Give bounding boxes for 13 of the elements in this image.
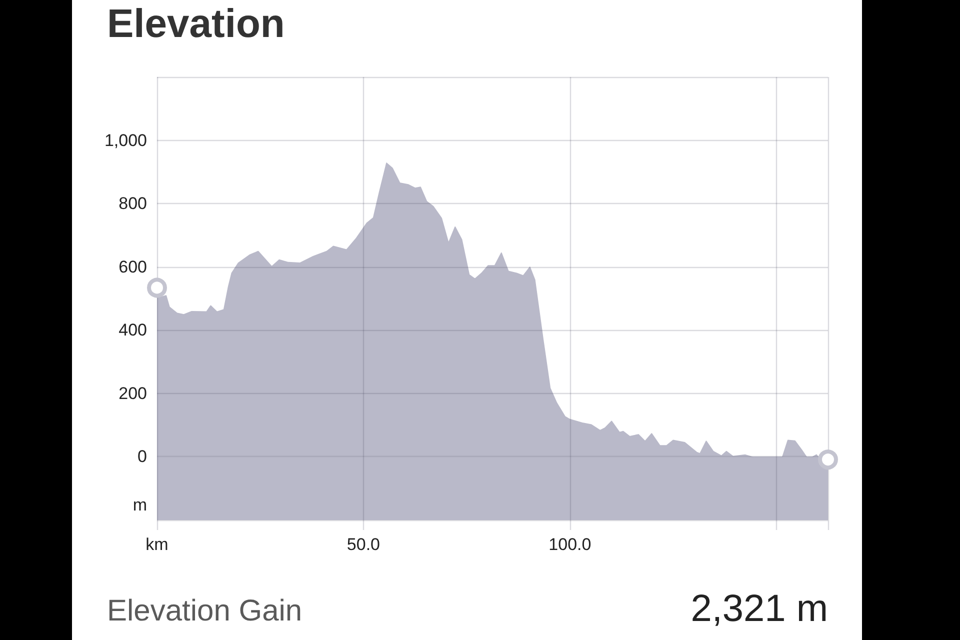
y-tick-label: 0 xyxy=(138,447,147,466)
y-axis-title: m xyxy=(132,496,147,514)
y-tick-label: 800 xyxy=(118,194,147,214)
text: Elevation Gain xyxy=(107,594,302,628)
y-tick-label: 1,000 xyxy=(104,130,147,150)
y-tick-label: 400 xyxy=(118,320,147,340)
x-tick-label: km xyxy=(146,535,168,554)
x-tick-label: 50.0 xyxy=(346,535,380,554)
y-tick-label: 200 xyxy=(118,384,147,403)
text: 2,321 m xyxy=(690,588,828,630)
x-tick-label: 100.0 xyxy=(548,535,592,554)
chart-title: Elevation xyxy=(107,2,285,46)
y-tick-label: 600 xyxy=(118,257,147,276)
